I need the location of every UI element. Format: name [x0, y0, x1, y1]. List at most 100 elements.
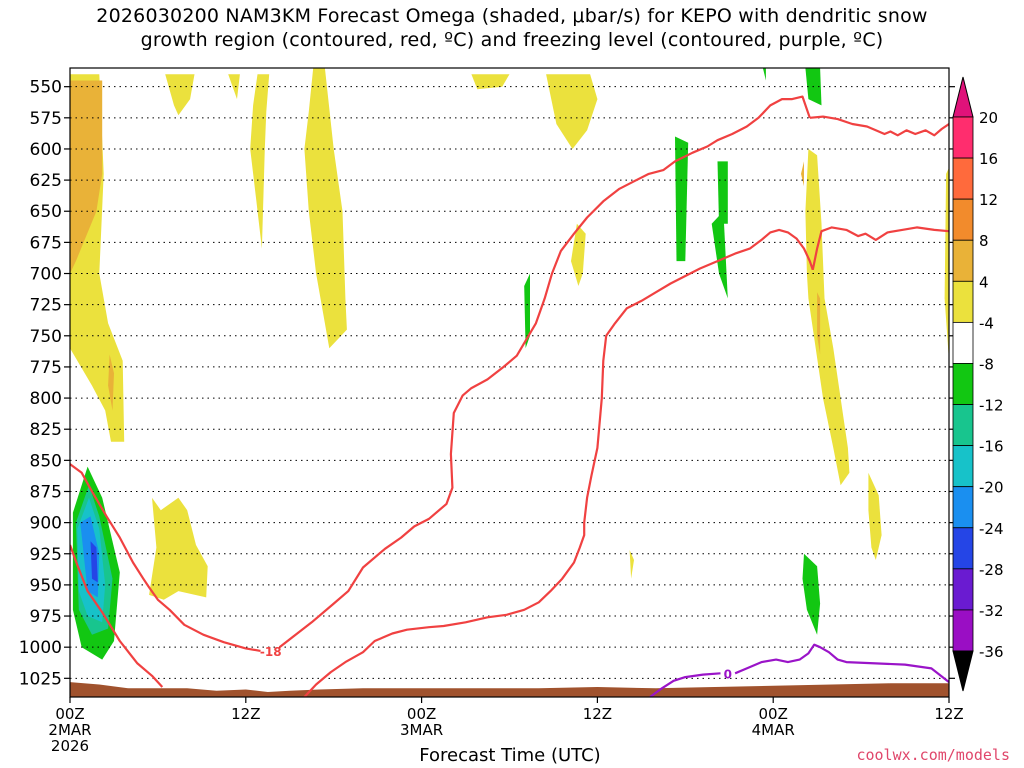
colorbar-swatch	[952, 239, 974, 282]
y-tick-label: 1025	[19, 669, 62, 689]
chart-title: 2026030200 NAM3KM Forecast Omega (shaded…	[0, 4, 1024, 52]
title-line-1: 2026030200 NAM3KM Forecast Omega (shaded…	[96, 5, 928, 27]
omega-region	[801, 161, 804, 187]
colorbar-swatch	[952, 198, 974, 241]
colorbar-label: -16	[979, 438, 1004, 456]
y-tick-label: 650	[30, 202, 62, 222]
omega-region	[717, 161, 728, 224]
colorbar-swatch	[952, 609, 974, 652]
x-tick-label: 2MAR	[48, 721, 91, 739]
colorbar-top-arrow	[952, 76, 974, 118]
y-axis-ticks: 550 575 600 625 650 675 700 725 750 775 800 825 850 8…	[19, 78, 955, 689]
colorbar-swatch	[952, 363, 974, 405]
y-tick-label: 1000	[19, 638, 62, 658]
credit-text: coolwx.com/models	[856, 746, 1010, 764]
omega-region	[802, 553, 821, 635]
omega-region	[711, 211, 728, 299]
dgz-contour-line	[70, 544, 164, 688]
x-tick-label: 00Z	[407, 705, 436, 723]
colorbar-swatch	[952, 116, 974, 159]
dgz-contour-line	[70, 463, 261, 652]
x-tick-label: 00Z	[759, 705, 788, 723]
omega-region	[165, 74, 195, 116]
omega-region	[524, 273, 530, 349]
omega-region	[471, 74, 510, 90]
freezing-level-contours: 0	[649, 643, 949, 697]
y-tick-label: 550	[30, 78, 62, 98]
dgz-contour-line	[811, 226, 949, 271]
colorbar-label: -4	[979, 314, 994, 332]
omega-region	[944, 167, 949, 361]
colorbar-label: -28	[979, 561, 1004, 579]
colorbar-swatch	[952, 280, 974, 323]
terrain-fill	[70, 682, 949, 697]
x-tick-label: 12Z	[583, 705, 612, 723]
y-tick-label: 675	[30, 233, 62, 253]
omega-region	[817, 292, 821, 355]
freezing-contour-line	[734, 643, 949, 683]
colorbar-label: 4	[979, 273, 989, 291]
x-axis-label: Forecast Time (UTC)	[419, 745, 601, 766]
y-tick-label: 700	[30, 265, 62, 285]
plot-frame	[69, 67, 950, 698]
omega-region	[868, 472, 882, 560]
y-tick-label: 850	[30, 451, 62, 471]
colorbar-swatch	[952, 486, 974, 529]
x-tick-label: 00Z	[55, 705, 84, 723]
x-tick-label: 3MAR	[400, 721, 443, 739]
colorbar-swatch	[952, 157, 974, 200]
colorbar-label: -24	[979, 520, 1004, 538]
dgz-contour-line	[278, 95, 811, 649]
y-tick-label: 950	[30, 576, 62, 596]
omega-region	[805, 149, 850, 486]
dgz-contour-label: -18	[260, 645, 282, 659]
y-tick-label: 925	[30, 545, 62, 565]
colorbar-label: -8	[979, 355, 994, 373]
title-line-2: growth region (contoured, red, ºC) and f…	[140, 29, 884, 51]
omega-region	[228, 74, 240, 100]
dgz-contour-line	[303, 228, 814, 697]
y-tick-label: 750	[30, 327, 62, 347]
x-tick-label: 4MAR	[752, 721, 795, 739]
freezing-contour-line	[649, 672, 721, 697]
colorbar-label: -32	[979, 602, 1004, 620]
y-tick-label: 600	[30, 140, 62, 160]
gridlines	[70, 86, 949, 679]
y-tick-label: 975	[30, 607, 62, 627]
omega-region	[629, 550, 634, 579]
omega-region	[571, 223, 586, 286]
omega-region	[762, 68, 766, 81]
colorbar-swatch	[952, 404, 974, 447]
colorbar-label: 12	[979, 191, 998, 209]
x-tick-label: 2026	[51, 737, 89, 755]
omega-region	[675, 136, 689, 262]
colorbar-swatch	[952, 527, 974, 570]
freezing-contour-label: 0	[724, 668, 732, 682]
x-tick-label: 12Z	[934, 705, 963, 723]
omega-region	[546, 74, 598, 149]
colorbar-label: -20	[979, 479, 1004, 497]
terrain-surface	[70, 682, 949, 697]
colorbar-label: 8	[979, 232, 989, 250]
dgz-contour-line	[809, 115, 949, 137]
colorbar-swatch	[952, 445, 974, 488]
y-tick-label: 800	[30, 389, 62, 409]
y-tick-label: 875	[30, 482, 62, 502]
y-tick-label: 725	[30, 296, 62, 316]
colorbar-label: -36	[979, 643, 1004, 661]
omega-region	[250, 74, 270, 249]
y-tick-label: 625	[30, 171, 62, 191]
y-tick-label: 575	[30, 109, 62, 129]
omega-region	[149, 497, 208, 600]
omega-region	[108, 354, 114, 411]
colorbar: 20 16 12 8 4 -4 -8 -12 -16 -20 -24 -28 -32 -36	[952, 76, 1004, 692]
omega-shading	[70, 68, 949, 660]
colorbar-label: 16	[979, 150, 998, 168]
colorbar-label: 20	[979, 109, 998, 127]
y-tick-label: 900	[30, 514, 62, 534]
omega-region	[304, 68, 347, 349]
colorbar-label: -12	[979, 397, 1004, 415]
colorbar-swatch	[952, 568, 974, 611]
